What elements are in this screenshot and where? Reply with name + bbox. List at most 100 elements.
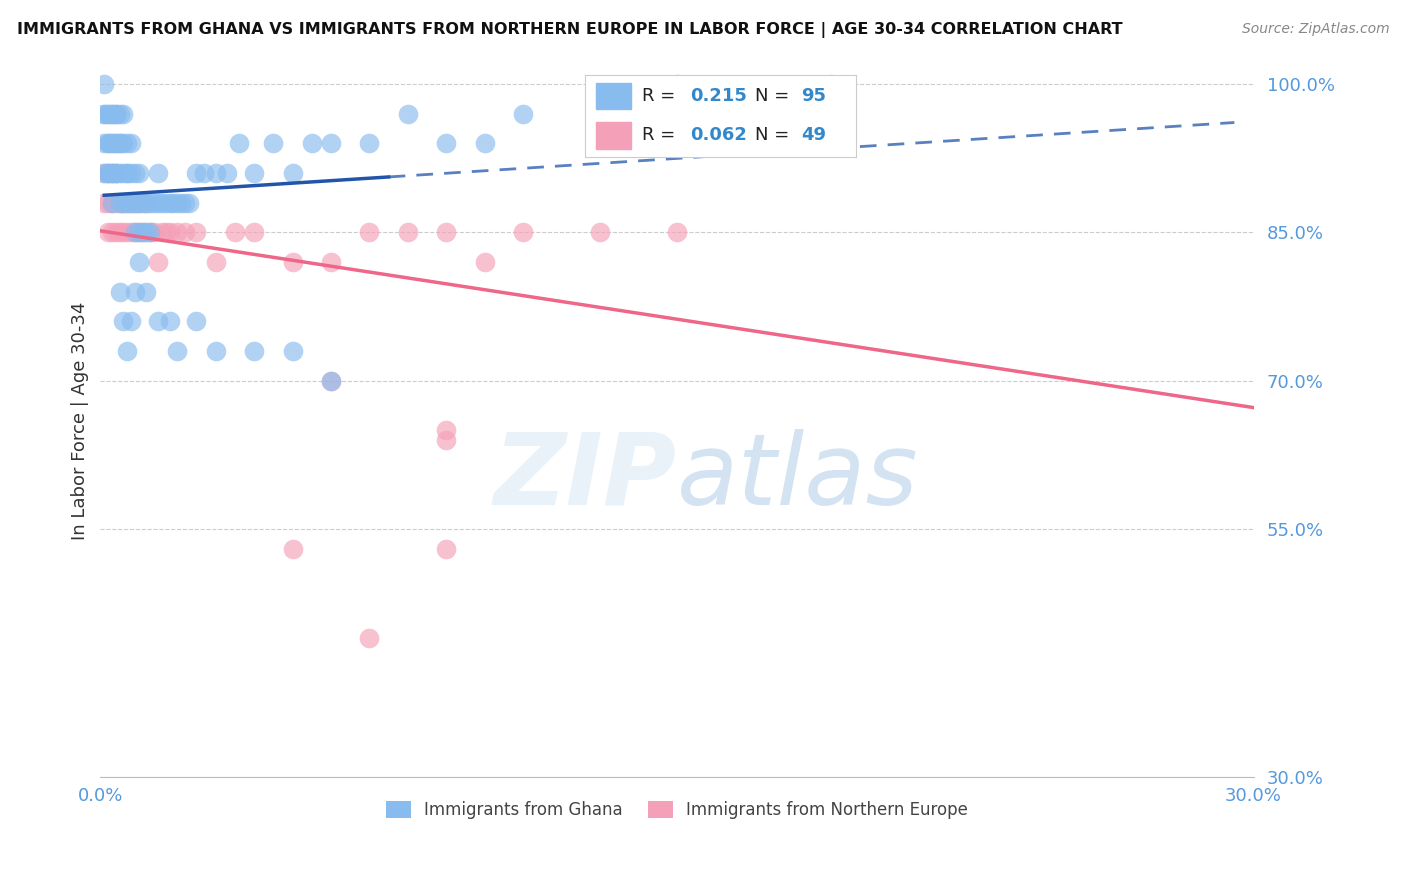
Point [124, 195, 146, 210]
Point [301, 136, 323, 151]
Point [93, 106, 115, 120]
Point [128, 195, 150, 210]
Point [112, 106, 135, 120]
Text: Source: ZipAtlas.com: Source: ZipAtlas.com [1241, 22, 1389, 37]
Point [434, 423, 457, 437]
Point [124, 225, 146, 239]
Point [97, 166, 120, 180]
Point [101, 195, 124, 210]
Point [104, 225, 127, 239]
Point [186, 225, 208, 239]
Point [139, 225, 162, 239]
Point [112, 195, 135, 210]
Point [143, 195, 166, 210]
Point [319, 374, 342, 388]
Point [117, 195, 139, 210]
Point [124, 195, 146, 210]
Point [101, 106, 124, 120]
Point [93, 166, 115, 180]
Point [108, 136, 131, 151]
Point [434, 225, 457, 239]
Point [319, 374, 342, 388]
Point [112, 225, 135, 239]
Point [117, 344, 139, 359]
Point [97, 106, 120, 120]
Point [124, 225, 146, 239]
Point [146, 195, 169, 210]
Point [131, 225, 153, 239]
Point [135, 195, 157, 210]
Point [101, 136, 124, 151]
Point [135, 225, 157, 239]
Point [281, 255, 304, 269]
Point [108, 195, 131, 210]
Point [204, 166, 226, 180]
Point [124, 285, 146, 299]
Point [97, 225, 120, 239]
Point [159, 314, 181, 328]
Point [589, 225, 612, 239]
Point [174, 225, 197, 239]
Point [112, 314, 135, 328]
Point [243, 344, 266, 359]
Point [396, 225, 419, 239]
Text: ZIP: ZIP [494, 429, 676, 526]
Point [120, 314, 142, 328]
Point [97, 106, 120, 120]
Point [112, 195, 135, 210]
Point [139, 195, 162, 210]
Point [166, 195, 188, 210]
Point [589, 106, 612, 120]
Point [108, 166, 131, 180]
Point [186, 314, 208, 328]
Point [97, 166, 120, 180]
Point [120, 195, 142, 210]
Point [112, 136, 135, 151]
Point [104, 136, 127, 151]
Text: atlas: atlas [676, 429, 918, 526]
Point [217, 166, 239, 180]
Point [319, 255, 342, 269]
Point [170, 195, 193, 210]
Point [150, 195, 173, 210]
Point [166, 225, 188, 239]
Point [159, 195, 181, 210]
Point [204, 255, 226, 269]
Point [108, 225, 131, 239]
Point [104, 166, 127, 180]
Point [135, 285, 157, 299]
Point [512, 106, 534, 120]
Point [101, 225, 124, 239]
Point [128, 255, 150, 269]
Point [820, 77, 842, 91]
Point [243, 225, 266, 239]
Point [359, 632, 381, 646]
Point [281, 344, 304, 359]
Point [186, 166, 208, 180]
Point [120, 166, 142, 180]
Point [101, 166, 124, 180]
Legend: Immigrants from Ghana, Immigrants from Northern Europe: Immigrants from Ghana, Immigrants from N… [380, 794, 974, 826]
Point [359, 136, 381, 151]
Point [150, 225, 173, 239]
Point [396, 106, 419, 120]
Point [243, 166, 266, 180]
Point [101, 166, 124, 180]
Point [97, 136, 120, 151]
Point [104, 195, 127, 210]
Point [108, 285, 131, 299]
Point [512, 225, 534, 239]
Point [135, 195, 157, 210]
Point [174, 195, 197, 210]
Point [117, 166, 139, 180]
Point [104, 106, 127, 120]
Point [131, 195, 153, 210]
Point [474, 255, 496, 269]
Point [128, 225, 150, 239]
Point [124, 166, 146, 180]
Point [101, 195, 124, 210]
Point [155, 195, 177, 210]
Point [101, 106, 124, 120]
Point [159, 225, 181, 239]
Point [104, 136, 127, 151]
